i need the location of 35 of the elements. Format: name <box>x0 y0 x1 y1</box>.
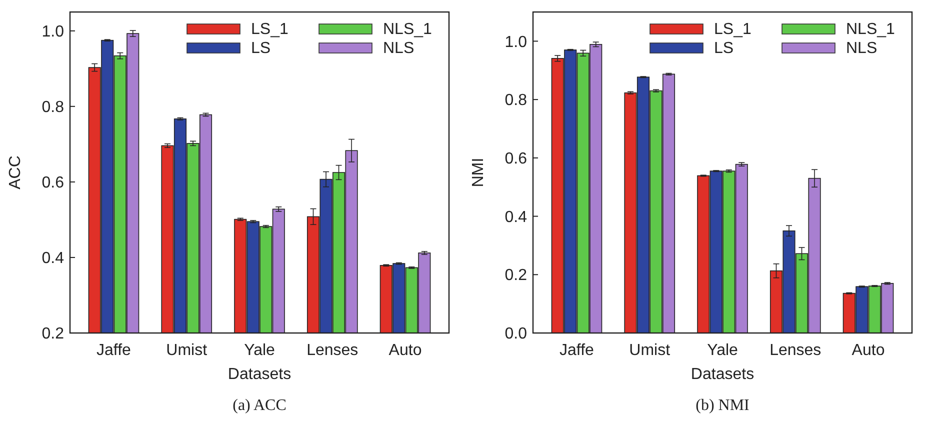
y-tick-label: 1.0 <box>504 34 528 51</box>
x-tick-label: Umist <box>166 342 208 359</box>
y-tick-label: 0.6 <box>504 150 528 168</box>
legend-label: LS <box>251 40 271 57</box>
y-axis-title: NMI <box>470 158 487 188</box>
x-tick-label: Jaffe <box>96 342 132 359</box>
x-tick-label: Auto <box>852 342 885 359</box>
legend-label: NLS_1 <box>383 21 432 38</box>
y-axis-title: ACC <box>7 156 24 190</box>
legend-label: LS_1 <box>251 21 288 38</box>
y-tick-label: 0.4 <box>504 208 528 226</box>
text: (a) ACC <box>232 397 286 414</box>
text: (b) NMI <box>696 397 750 414</box>
x-tick-label: Lenses <box>306 342 358 359</box>
legend-label: LS <box>714 40 734 57</box>
y-tick-label: 0.8 <box>504 92 528 110</box>
x-tick-label: Umist <box>629 342 671 359</box>
x-axis-title: Datasets <box>690 366 754 383</box>
y-tick-label: 0.0 <box>504 326 528 343</box>
y-tick-label: 0.2 <box>504 267 528 284</box>
legend-label: LS_1 <box>714 21 752 38</box>
y-tick-label: 0.2 <box>42 326 64 343</box>
x-tick-label: Lenses <box>770 342 822 359</box>
y-tick-label: 1.0 <box>42 23 64 40</box>
legend-label: NLS_1 <box>846 21 896 38</box>
y-tick-label: 0.6 <box>42 174 64 192</box>
x-tick-label: Yale <box>707 342 738 359</box>
y-tick-label: 0.4 <box>42 250 64 268</box>
legend-label: NLS <box>846 40 878 57</box>
x-axis-title: Datasets <box>228 366 292 383</box>
x-tick-label: Auto <box>388 342 422 359</box>
x-tick-label: Yale <box>244 342 276 359</box>
y-tick-label: 0.8 <box>42 99 64 116</box>
x-tick-label: Jaffe <box>560 342 594 359</box>
legend-label: NLS <box>383 40 414 57</box>
